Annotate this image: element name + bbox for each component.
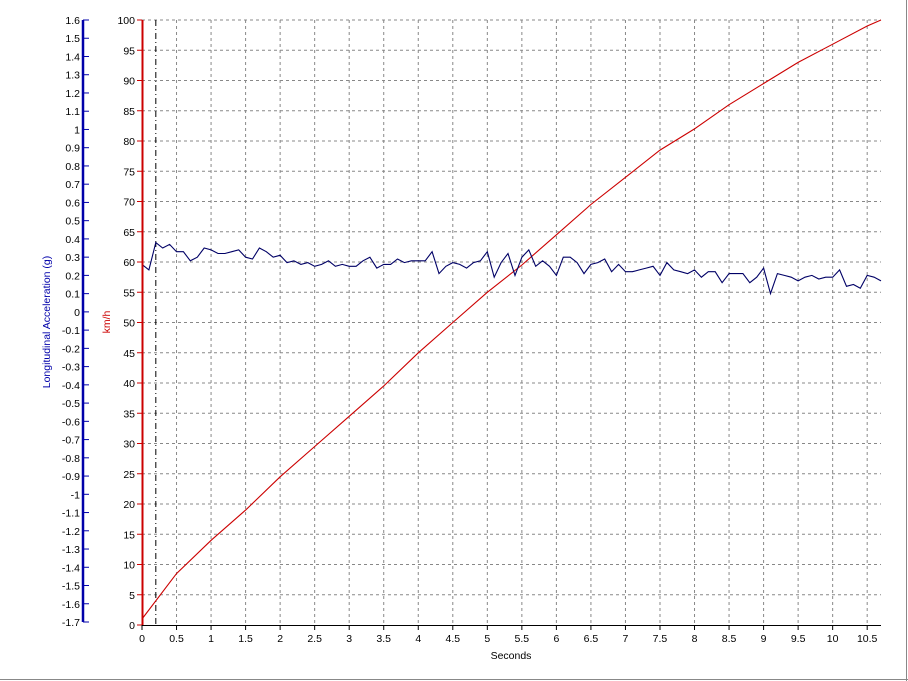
speed-tick-label: 40 [123,378,135,390]
x-tick-label: 6.5 [584,633,599,645]
speed-tick-label: 55 [123,287,135,299]
acceleration-tick-label: -1.7 [62,617,80,629]
speed-tick-label: 100 [117,15,135,27]
acceleration-tick-label: -1 [71,489,80,501]
x-tick-label: 9.5 [791,633,806,645]
acceleration-tick-label: -1.1 [62,508,80,520]
acceleration-axis: 1.6 1.5 1.4 1.3 1.2 1.1 1 0.9 0.8 0.7 0.6 0.5 0.4 0.3… [62,15,89,629]
x-axis: 0 0.5 1 1.5 2 2.5 3 3.5 4 4.5 5 5.5 6 6.5 7 7.5 8 8.5 9 9.5… [139,625,878,645]
speed-tick-label: 20 [123,499,135,511]
acceleration-tick-label: 1.5 [65,33,80,45]
acceleration-tick-label: 0.8 [65,161,80,173]
acceleration-axis-label: Longitudinal Acceleration (g) [41,256,53,389]
x-axis-label: Seconds [491,650,532,662]
x-tick-label: 8.5 [722,633,737,645]
acceleration-tick-label: 0.4 [65,234,80,246]
speed-tick-label: 85 [123,106,135,118]
acceleration-tick-label: -1.4 [62,562,80,574]
x-tick-label: 5 [484,633,490,645]
speed-tick-label: 25 [123,469,135,481]
axes [81,20,881,626]
x-tick-label: 9 [761,633,767,645]
acceleration-tick-label: 1.2 [65,88,80,100]
acceleration-tick-label: -0.9 [62,471,80,483]
acceleration-tick-label: 0.7 [65,179,80,191]
x-tick-label: 3.5 [376,633,391,645]
x-tick-label: 2.5 [307,633,322,645]
acceleration-tick-label: 0.1 [65,289,80,301]
acceleration-tick-label: 1.4 [65,51,80,63]
x-tick-label: 1.5 [238,633,253,645]
speed-axis: 0 5 10 15 20 25 30 35 40 45 50 55 60 65 70 75 80 85 90 95 10… [117,15,142,632]
acceleration-tick-label: -0.6 [62,416,80,428]
speed-tick-label: 80 [123,136,135,148]
grid [142,19,881,625]
acceleration-tick-label: -1.3 [62,544,80,556]
x-tick-label: 0.5 [169,633,184,645]
acceleration-tick-label: 1 [74,124,80,136]
speed-tick-label: 5 [129,590,135,602]
acceleration-tick-label: -0.2 [62,343,80,355]
acceleration-tick-label: -0.4 [62,380,80,392]
x-tick-label: 3 [346,633,352,645]
x-tick-label: 7 [623,633,629,645]
x-tick-label: 10.5 [857,633,878,645]
acceleration-tick-label: -1.6 [62,599,80,611]
acceleration-tick-label: 1.3 [65,70,80,82]
x-tick-label: 4 [415,633,421,645]
acceleration-tick-label: 0.6 [65,197,80,209]
x-tick-label: 4.5 [445,633,460,645]
speed-tick-label: 35 [123,408,135,420]
speed-tick-label: 30 [123,439,135,451]
plot-area [142,20,881,625]
x-tick-label: 6 [553,633,559,645]
acceleration-tick-label: -0.7 [62,435,80,447]
acceleration-tick-label: -1.2 [62,526,80,538]
acceleration-tick-label: -0.1 [62,325,80,337]
speed-series-line [141,19,882,620]
acceleration-series-line [141,241,882,296]
x-tick-label: 2 [277,633,283,645]
acceleration-tick-label: 0.9 [65,143,80,155]
acceleration-tick-label: -0.8 [62,453,80,465]
speed-tick-label: 15 [123,529,135,541]
acceleration-tick-label: 0.2 [65,270,80,282]
x-tick-label: 5.5 [515,633,530,645]
speed-tick-label: 0 [129,620,135,632]
series-layer [141,19,882,620]
speed-axis-label: km/h [101,310,113,333]
speed-tick-label: 90 [123,76,135,88]
x-tick-label: 7.5 [653,633,668,645]
x-tick-label: 8 [692,633,698,645]
acceleration-tick-label: -0.3 [62,362,80,374]
speed-tick-label: 45 [123,348,135,360]
speed-tick-label: 70 [123,197,135,209]
speed-tick-label: 65 [123,227,135,239]
acceleration-tick-label: 1.1 [65,106,80,118]
x-tick-label: 10 [827,633,839,645]
x-tick-label: 1 [208,633,214,645]
acceleration-tick-label: 0.5 [65,216,80,228]
speed-tick-label: 95 [123,45,135,57]
acceleration-tick-label: -0.5 [62,398,80,410]
speed-tick-label: 10 [123,560,135,572]
acceleration-tick-label: 0.3 [65,252,80,264]
acceleration-tick-label: 0 [74,307,80,319]
acceleration-tick-label: 1.6 [65,15,80,27]
speed-tick-label: 50 [123,318,135,330]
speed-tick-label: 75 [123,166,135,178]
speed-tick-label: 60 [123,257,135,269]
x-tick-label: 0 [139,633,145,645]
acceleration-tick-label: -1.5 [62,581,80,593]
